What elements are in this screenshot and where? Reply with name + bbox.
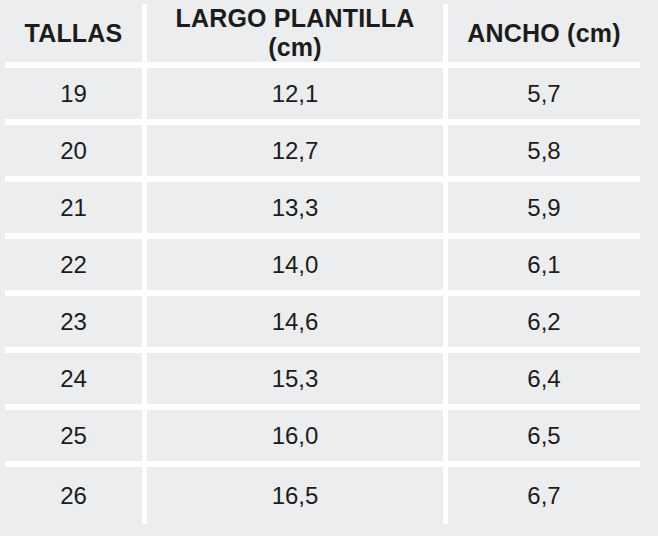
- table-cell-talla: 26: [5, 467, 142, 524]
- table-cell-largo: 13,3: [142, 182, 443, 239]
- table-cell-largo: 15,3: [142, 353, 443, 410]
- table-cell-ancho: 6,5: [443, 410, 640, 467]
- table-cell-talla: 22: [5, 239, 142, 296]
- table-row: 25 16,0 6,5: [5, 410, 640, 467]
- table-cell-talla: 25: [5, 410, 142, 467]
- table-cell-talla: 21: [5, 182, 142, 239]
- table-cell-ancho: 6,1: [443, 239, 640, 296]
- table-row: 19 12,1 5,7: [5, 68, 640, 125]
- table-cell-talla: 24: [5, 353, 142, 410]
- table-cell-largo: 12,1: [142, 68, 443, 125]
- table-cell-ancho: 5,7: [443, 68, 640, 125]
- table-cell-ancho: 6,4: [443, 353, 640, 410]
- table-row: 23 14,6 6,2: [5, 296, 640, 353]
- table-cell-ancho: 5,8: [443, 125, 640, 182]
- column-header-ancho: ANCHO (cm): [443, 4, 640, 68]
- table-cell-ancho: 6,2: [443, 296, 640, 353]
- size-table: TALLAS LARGO PLANTILLA (cm) ANCHO (cm) 1…: [5, 4, 640, 524]
- column-header-tallas: TALLAS: [5, 4, 142, 68]
- table-row: 21 13,3 5,9: [5, 182, 640, 239]
- table-cell-ancho: 6,7: [443, 467, 640, 524]
- table-cell-ancho: 5,9: [443, 182, 640, 239]
- table-cell-talla: 19: [5, 68, 142, 125]
- table-cell-largo: 16,0: [142, 410, 443, 467]
- table-cell-largo: 14,0: [142, 239, 443, 296]
- table-row: 24 15,3 6,4: [5, 353, 640, 410]
- table-cell-talla: 23: [5, 296, 142, 353]
- column-header-largo-plantilla: LARGO PLANTILLA (cm): [142, 4, 443, 68]
- table-row: 20 12,7 5,8: [5, 125, 640, 182]
- table-row: 26 16,5 6,7: [5, 467, 640, 524]
- table-cell-largo: 12,7: [142, 125, 443, 182]
- table-cell-largo: 14,6: [142, 296, 443, 353]
- size-chart-page: TALLAS LARGO PLANTILLA (cm) ANCHO (cm) 1…: [0, 0, 658, 536]
- header-row: TALLAS LARGO PLANTILLA (cm) ANCHO (cm): [5, 4, 640, 68]
- table-row: 22 14,0 6,1: [5, 239, 640, 296]
- table-cell-largo: 16,5: [142, 467, 443, 524]
- table-cell-talla: 20: [5, 125, 142, 182]
